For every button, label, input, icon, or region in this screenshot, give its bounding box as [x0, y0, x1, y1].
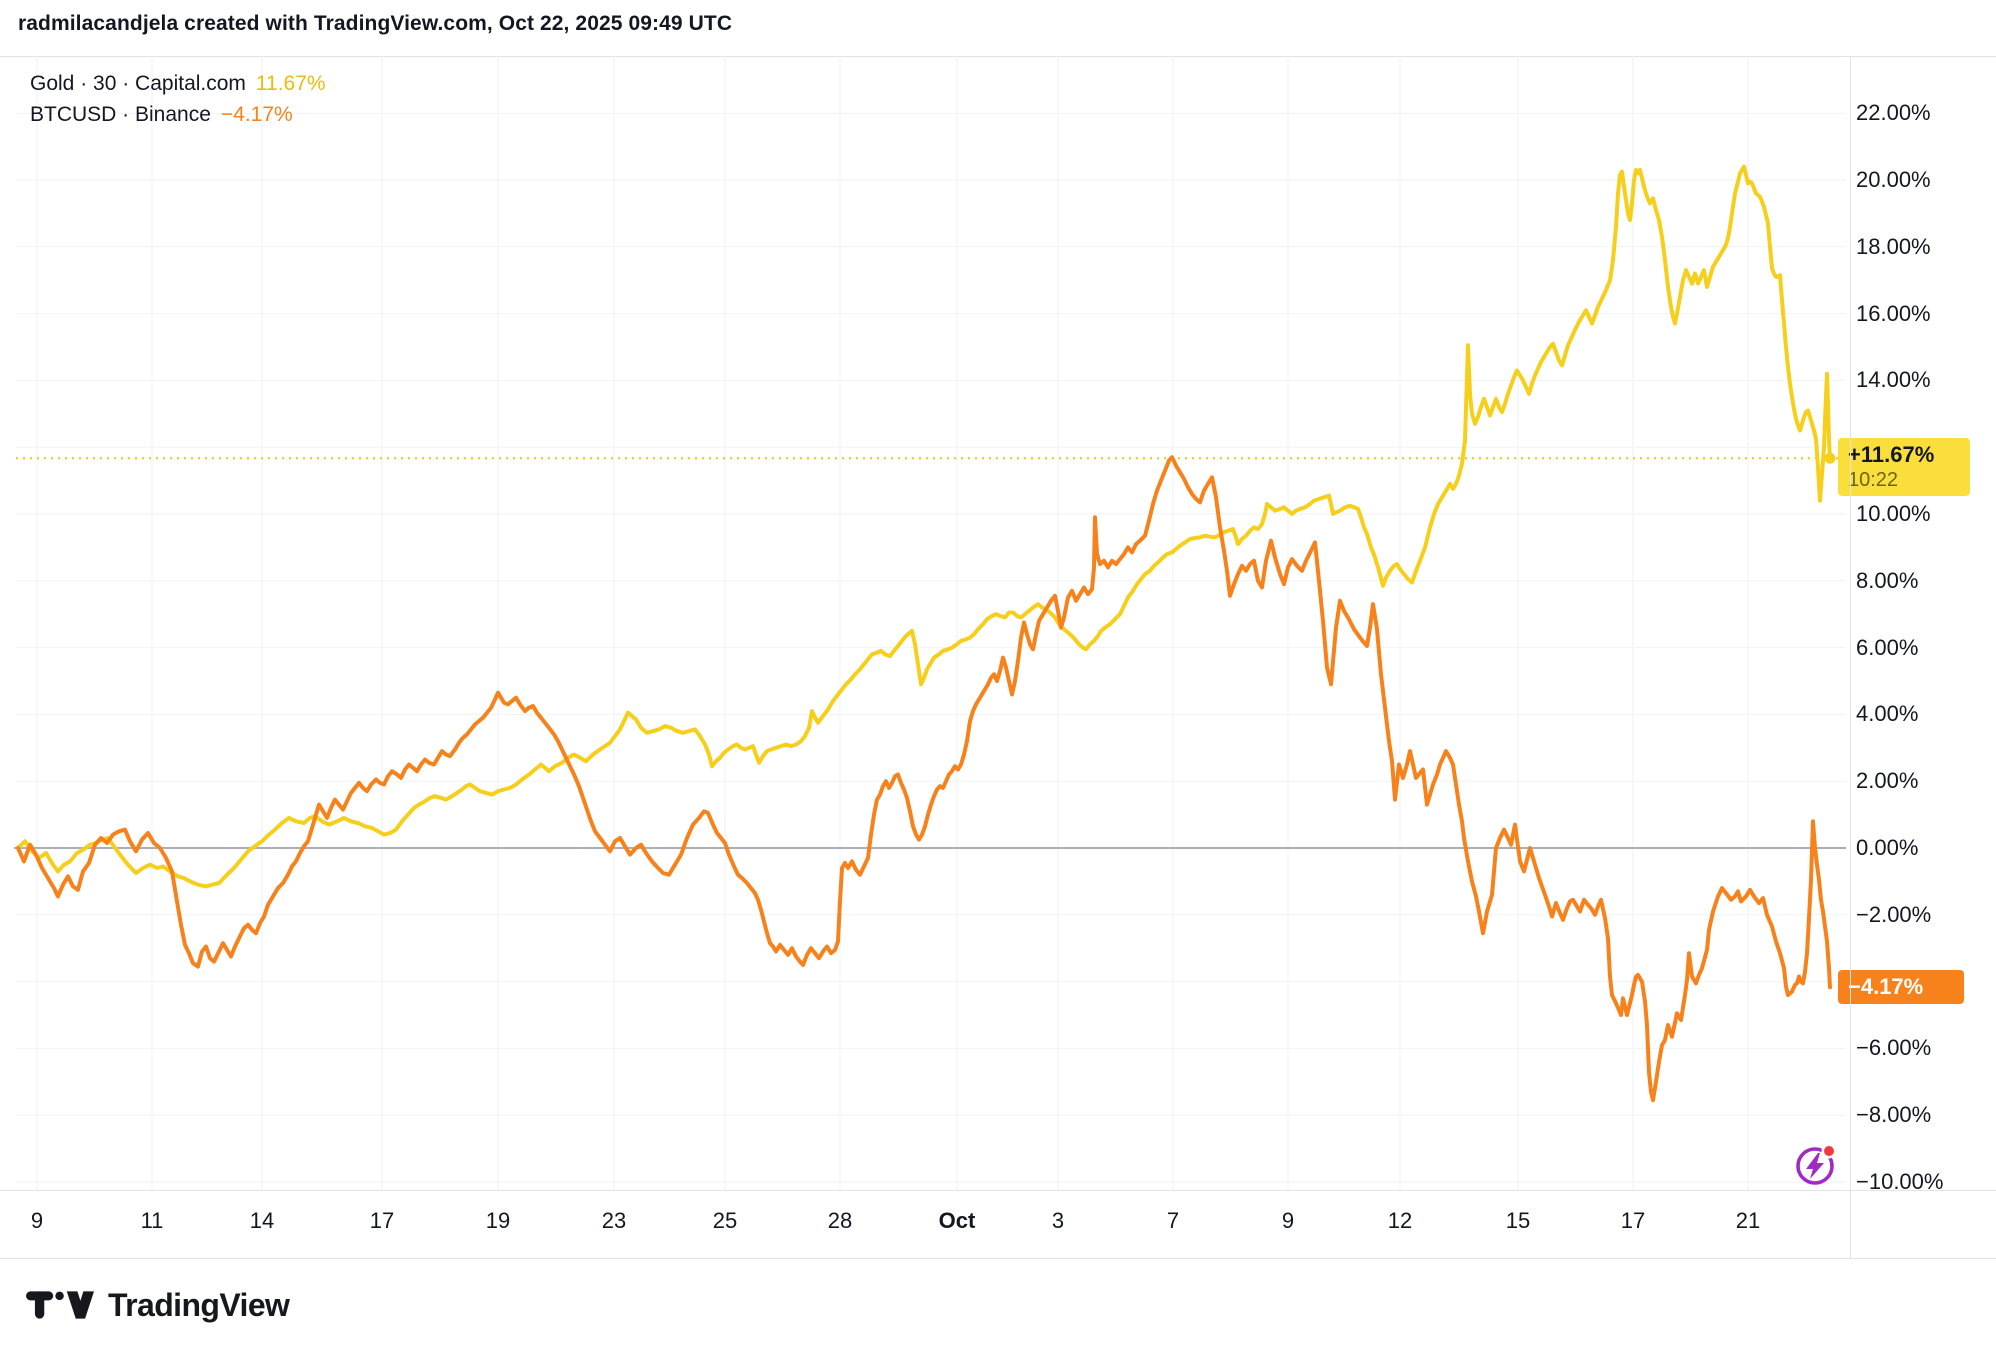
price-axis-label: 2.00% — [1856, 768, 1919, 794]
price-axis-label: 8.00% — [1856, 567, 1919, 593]
price-axis-label: −2.00% — [1856, 901, 1932, 927]
btc-series-line — [16, 455, 1832, 1103]
time-axis-label: 12 — [1387, 1208, 1413, 1233]
tradingview-mark-icon — [26, 1291, 94, 1319]
lightning-icon — [1796, 1143, 1837, 1185]
time-axis-label: 14 — [249, 1208, 275, 1233]
tradingview-logo-text: TradingView — [108, 1286, 290, 1323]
price-axis-label: 14.00% — [1856, 367, 1931, 393]
gold-price-badge-value: +11.67% — [1848, 442, 1935, 468]
btc-price-badge: −4.17% — [1838, 970, 1964, 1005]
price-axis-label: −8.00% — [1856, 1102, 1932, 1128]
time-axis-label: 3 — [1051, 1208, 1065, 1233]
price-axis[interactable]: 22.00%20.00%18.00%16.00%14.00%12.00%10.0… — [1856, 0, 1996, 1366]
price-axis-label: 18.00% — [1856, 233, 1931, 259]
time-axis-label: 17 — [369, 1208, 395, 1233]
legend-item-gold[interactable]: Gold · 30 · Capital.com 11.67% — [30, 68, 326, 99]
time-axis-bottom-border — [0, 1258, 1996, 1259]
time-axis-label: 25 — [712, 1208, 738, 1233]
gold-price-badge-time: 10:22 — [1848, 469, 1899, 492]
price-axis-label: 16.00% — [1856, 300, 1931, 326]
price-axis-label: 22.00% — [1856, 100, 1931, 126]
price-axis-label: −6.00% — [1856, 1035, 1932, 1061]
legend-value-gold: 11.67% — [255, 72, 326, 95]
time-axis-label: 9 — [1281, 1208, 1295, 1233]
price-axis-label: 10.00% — [1856, 501, 1931, 526]
time-axis-label: 15 — [1505, 1208, 1531, 1233]
gold-last-price-dot — [1824, 452, 1836, 464]
chart-legend: Gold · 30 · Capital.com 11.67% BTCUSD · B… — [30, 68, 326, 130]
time-axis[interactable]: 9 11 14 17 19 23 25 28 Oct 3 7 9 12 15 17 21 — [0, 1190, 1996, 1258]
legend-item-btc[interactable]: BTCUSD · Binance −4.17% — [30, 99, 326, 130]
btc-price-badge-value: −4.17% — [1848, 974, 1924, 1000]
gold-series-line — [16, 164, 1832, 889]
boost-button[interactable] — [1793, 1142, 1841, 1190]
legend-label-gold: Gold · 30 · Capital.com — [30, 72, 246, 95]
price-axis-label: 4.00% — [1856, 701, 1919, 727]
time-axis-label: 17 — [1620, 1208, 1646, 1233]
attribution-text: radmilacandjela created with TradingView… — [18, 12, 733, 35]
time-axis-label: 21 — [1735, 1208, 1761, 1233]
time-axis-label: 11 — [140, 1208, 164, 1233]
time-axis-label: 7 — [1166, 1208, 1180, 1233]
time-axis-label: Oct — [938, 1208, 976, 1233]
price-axis-label: −10.00% — [1856, 1169, 1944, 1194]
time-axis-top-border — [0, 1190, 1996, 1191]
price-axis-label: 0.00% — [1856, 835, 1919, 860]
time-axis-label: 19 — [485, 1208, 511, 1233]
price-axis-label: 20.00% — [1856, 167, 1931, 192]
price-axis-border — [1850, 56, 1851, 1258]
legend-label-btc: BTCUSD · Binance — [30, 103, 211, 126]
time-axis-label: 28 — [827, 1208, 853, 1233]
gold-price-badge: +11.67% 10:22 — [1838, 438, 1970, 497]
time-axis-label: 23 — [601, 1208, 627, 1233]
tradingview-logo[interactable]: TradingView — [26, 1282, 290, 1328]
legend-value-btc: −4.17% — [220, 103, 293, 126]
time-axis-label: 9 — [30, 1208, 44, 1233]
price-axis-label: 6.00% — [1856, 634, 1919, 660]
header-divider — [0, 56, 1996, 57]
